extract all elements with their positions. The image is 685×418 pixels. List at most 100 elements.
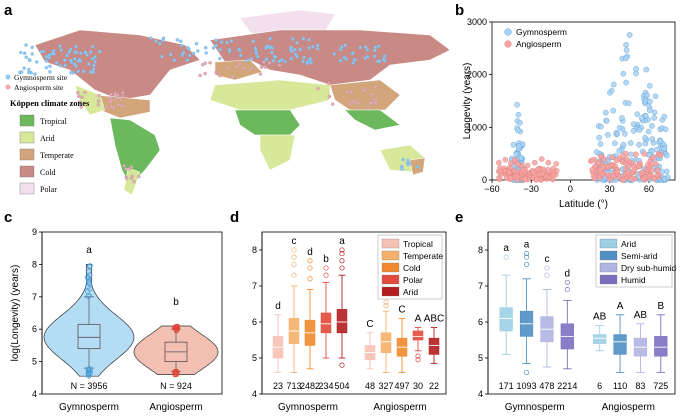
site-dot <box>350 99 355 103</box>
panel-label-a: a <box>4 2 13 19</box>
scatter-point-angiosperm <box>619 152 626 159</box>
site-dot <box>340 45 344 49</box>
box-polar <box>412 330 424 341</box>
box-outlier <box>524 251 530 257</box>
site-dot <box>27 57 32 62</box>
site-dot <box>230 74 234 79</box>
scatter-point-angiosperm <box>613 157 620 164</box>
site-dot <box>74 44 78 49</box>
site-dot <box>263 65 267 69</box>
box-outlier <box>524 369 530 375</box>
violin-box <box>77 323 101 350</box>
box-outlier <box>291 254 297 260</box>
site-dot <box>48 64 52 68</box>
site-dot <box>214 38 218 42</box>
sample-size-label: 1093 <box>517 381 537 391</box>
site-dot <box>351 61 355 65</box>
site-dot <box>69 70 73 75</box>
box-polar <box>320 312 332 334</box>
site-dot <box>124 176 129 180</box>
scatter-point-angiosperm <box>550 171 556 178</box>
site-dot <box>148 36 153 40</box>
violin-outlier <box>174 327 180 334</box>
box-outlier <box>524 254 530 260</box>
box-outlier <box>339 362 345 368</box>
box-outlier <box>544 265 550 271</box>
y-tick-label: 4 <box>478 389 483 399</box>
legend-swatch <box>381 274 400 285</box>
site-dot <box>194 41 199 46</box>
site-dot <box>382 54 387 58</box>
site-dot <box>129 165 134 169</box>
scatter-point-angiosperm <box>535 166 542 172</box>
legend-label: Angiosperm <box>516 39 561 49</box>
box-arid <box>428 337 440 355</box>
site-dot <box>256 54 260 59</box>
scatter-point-gymnosperm <box>639 115 645 121</box>
x-tick-label: 0 <box>568 184 573 194</box>
site-dot <box>239 53 243 58</box>
legend-marker <box>504 40 512 48</box>
site-dot <box>301 36 306 41</box>
y-tick-label: 7 <box>32 292 37 302</box>
site-dot <box>315 43 320 48</box>
site-dot <box>364 45 368 49</box>
scatter-point-gymnosperm <box>622 131 628 137</box>
box-outlier <box>307 258 313 264</box>
site-dot <box>305 61 309 66</box>
site-dot <box>264 46 268 50</box>
legend-swatch <box>599 262 618 273</box>
sample-size-label: N = 924 <box>160 381 192 391</box>
scatter-point-gymnosperm <box>623 55 629 62</box>
site-dot <box>87 62 91 66</box>
x-category-label: Angiosperm <box>149 402 202 413</box>
scatter-point-gymnosperm <box>608 87 615 94</box>
violin-outlier <box>86 263 93 270</box>
legend-swatch <box>599 274 618 285</box>
sample-size-label: 30 <box>413 381 423 391</box>
site-dot <box>179 39 183 43</box>
site-dot <box>373 100 378 105</box>
site-dot <box>24 55 28 59</box>
scatter-point-angiosperm <box>650 154 657 161</box>
y-tick-label: 5 <box>32 357 37 367</box>
x-category-label: Angiosperm <box>602 402 655 413</box>
x-tick-label: −60 <box>484 184 499 194</box>
panel-label-c: c <box>4 209 12 226</box>
site-dot <box>77 100 82 104</box>
site-dot <box>406 158 410 163</box>
site-dot <box>302 55 306 59</box>
scatter-point-gymnosperm <box>649 123 655 129</box>
scatter-point-gymnosperm <box>642 140 649 147</box>
y-axis-label: Longevity (years) <box>462 63 473 140</box>
scatter-point-gymnosperm <box>596 134 603 141</box>
site-dot <box>251 39 255 43</box>
site-dot <box>121 91 125 95</box>
site-dot <box>93 60 97 64</box>
site-dot <box>315 47 320 51</box>
scatter-point-angiosperm <box>553 161 559 167</box>
significance-letter: c <box>292 236 297 247</box>
site-dot <box>291 37 295 41</box>
site-dot <box>48 70 52 74</box>
site-dot <box>235 65 239 69</box>
site-dot <box>96 99 101 103</box>
scatter-point-angiosperm <box>496 176 503 183</box>
site-dot <box>211 46 216 50</box>
scatter-point-angiosperm <box>651 175 658 182</box>
y-tick-label: 5 <box>478 353 483 363</box>
koppen-legend-label: Cold <box>40 168 56 177</box>
box-outlier <box>503 254 509 260</box>
legend-label: Semi-arid <box>621 251 658 261</box>
scatter-point-gymnosperm <box>614 130 621 137</box>
site-dot <box>124 167 128 171</box>
site-dot <box>103 105 108 110</box>
site-dot <box>83 50 88 54</box>
y-tick-label: 8 <box>252 245 257 255</box>
box-outlier <box>383 303 389 309</box>
site-dot <box>357 101 361 106</box>
site-dot <box>158 41 162 46</box>
scatter-point-gymnosperm <box>649 136 656 142</box>
